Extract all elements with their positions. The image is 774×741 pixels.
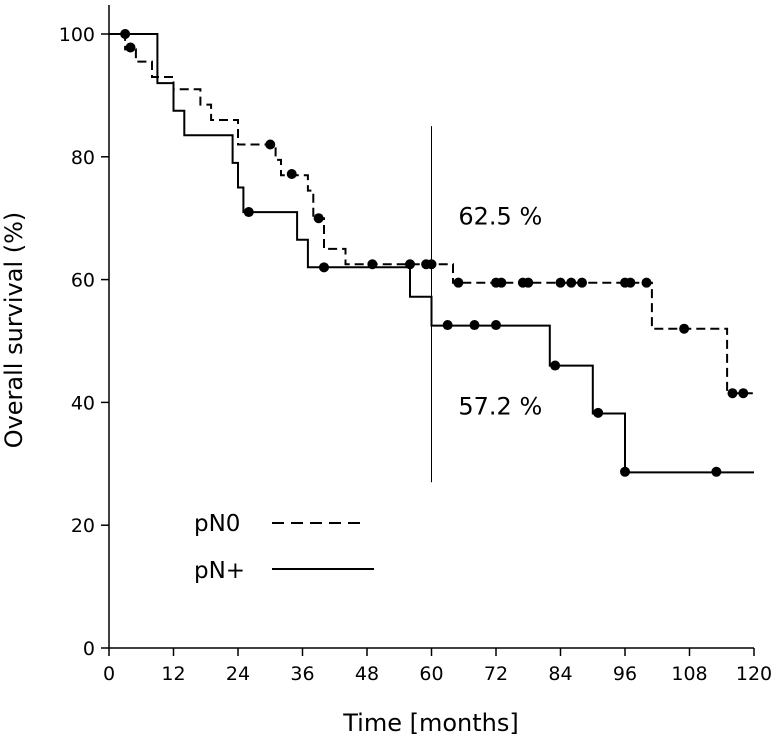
censor-mark-pn0 xyxy=(426,259,437,270)
censor-mark-pn0 xyxy=(286,168,297,179)
censor-mark-pnplus xyxy=(593,407,604,418)
censor-mark-pnplus xyxy=(319,262,329,273)
y-tick-label: 60 xyxy=(71,270,95,292)
annotation-pnplus-rate: 57.2 % xyxy=(458,393,542,421)
annotation-pn0-rate: 62.5 % xyxy=(458,202,542,230)
censor-mark-pnplus xyxy=(620,466,630,477)
censor-mark-pn0 xyxy=(313,213,324,224)
censor-mark-pn0 xyxy=(125,42,136,53)
censor-mark-pn0 xyxy=(120,29,131,39)
censor-mark-pn0 xyxy=(738,388,749,399)
censor-mark-pn0 xyxy=(496,277,507,288)
y-tick-label: 80 xyxy=(71,147,95,169)
censor-mark-pn0 xyxy=(577,277,587,288)
legend: pN0 pN+ xyxy=(194,511,374,584)
censor-mark-pnplus xyxy=(442,320,453,331)
x-tick-label: 84 xyxy=(548,663,572,685)
censor-mark-pn0 xyxy=(566,277,577,288)
censor-mark-pn0 xyxy=(641,277,652,288)
x-tick-label: 24 xyxy=(226,663,250,685)
censor-mark-pnplus xyxy=(469,320,480,331)
x-tick-label: 48 xyxy=(355,663,379,685)
y-tick-label: 40 xyxy=(71,392,95,414)
x-tick-label: 96 xyxy=(613,663,637,685)
x-tick-label: 12 xyxy=(161,663,185,685)
y-tick-label: 100 xyxy=(59,24,95,46)
y-tick-label: 20 xyxy=(71,515,95,537)
y-tick-label: 0 xyxy=(83,638,95,660)
censor-mark-pnplus xyxy=(243,207,254,218)
x-tick-label: 0 xyxy=(103,663,115,685)
x-tick-label: 120 xyxy=(736,663,772,685)
legend-label-pn0: pN0 xyxy=(194,511,240,537)
censor-mark-pn0 xyxy=(523,277,534,288)
censor-mark-pn0 xyxy=(453,277,464,288)
censor-mark-pn0 xyxy=(265,139,276,150)
censor-mark-pn0 xyxy=(405,259,415,270)
x-tick-label: 36 xyxy=(290,663,314,685)
censor-mark-pnplus xyxy=(711,466,722,477)
x-tick-label: 60 xyxy=(419,663,443,685)
survival-curve-pn0 xyxy=(109,33,754,395)
legend-label-pnplus: pN+ xyxy=(194,558,245,584)
x-axis-title: Time [months] xyxy=(342,709,519,737)
censor-mark-pn0 xyxy=(625,277,636,288)
survival-curve-pnplus xyxy=(109,33,754,474)
x-tick-label: 72 xyxy=(484,663,508,685)
y-axis-title: Overall survival (%) xyxy=(0,212,28,449)
censor-mark-pn0 xyxy=(555,277,566,288)
censor-mark-pnplus xyxy=(550,360,561,371)
censor-mark-pn0 xyxy=(727,388,738,399)
censor-mark-pn0 xyxy=(679,323,690,334)
censor-mark-pnplus xyxy=(491,320,501,331)
censor-mark-pn0 xyxy=(367,259,378,270)
x-tick-label: 108 xyxy=(671,663,707,685)
